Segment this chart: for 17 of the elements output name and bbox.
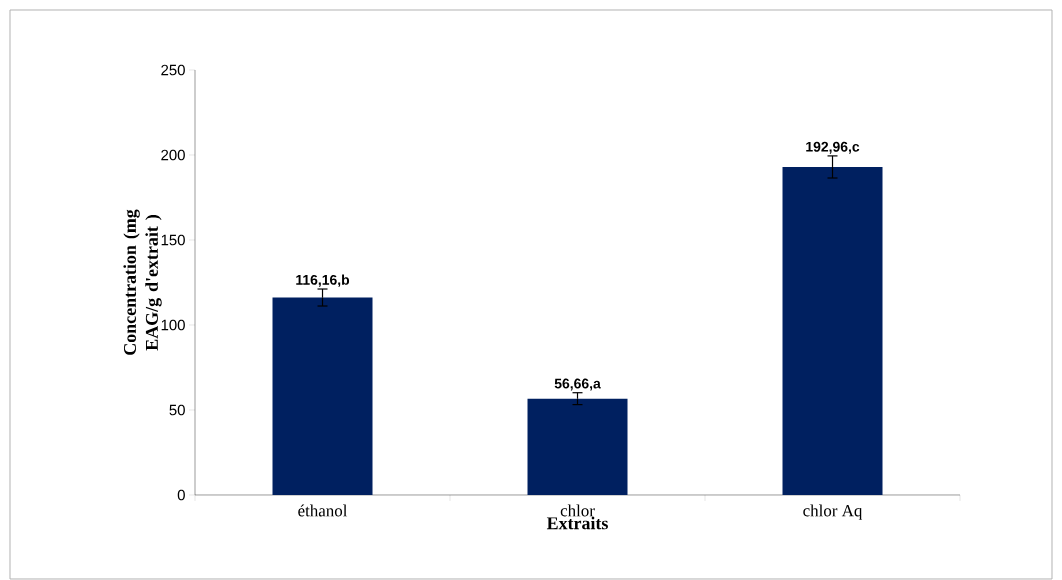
y-tick-label: 200: [161, 149, 185, 161]
y-tick-label: 150: [161, 234, 185, 246]
data-label: 116,16,b: [296, 274, 350, 287]
x-tick-label: chlor: [560, 504, 595, 517]
x-tick-label: chlor Aq: [803, 504, 863, 520]
y-tick-label: 100: [161, 319, 185, 331]
y-tick-label: 0: [177, 489, 185, 501]
x-axis-title: Extraits: [546, 516, 608, 530]
y-axis-title: Concentration (mg EAG/g d'extrait ): [123, 209, 162, 355]
y-tick-label: 50: [169, 404, 185, 416]
bar: [527, 398, 628, 495]
y-tick-label: 250: [161, 64, 185, 76]
bar: [272, 297, 373, 495]
x-tick-label: éthanol: [298, 504, 348, 517]
data-label: 192,96,c: [806, 141, 860, 154]
bar: [782, 166, 883, 495]
data-label: 56,66,a: [554, 378, 601, 391]
